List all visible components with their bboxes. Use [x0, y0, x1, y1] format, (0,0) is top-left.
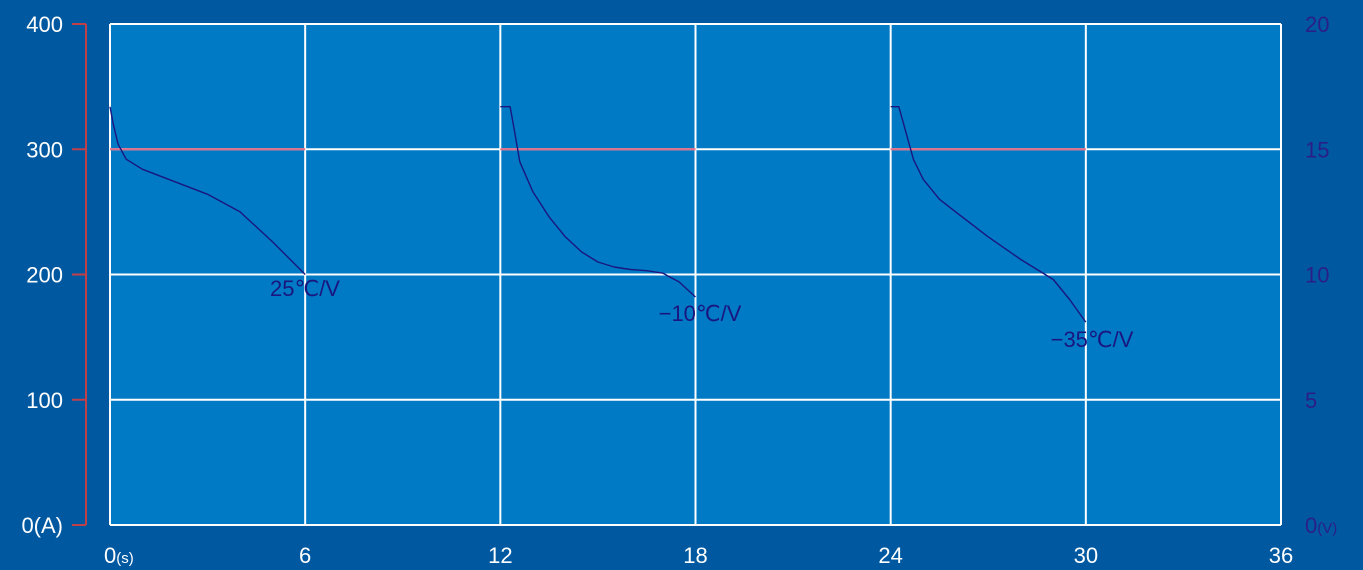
left-tick-label-4: 400	[26, 12, 63, 37]
x-tick-label-2: 12	[488, 543, 512, 568]
left-tick-label-1: 100	[26, 388, 63, 413]
left-tick-label-3: 300	[26, 137, 63, 162]
right-tick-label-4: 20	[1305, 12, 1329, 37]
voltage-curve-2	[890, 105, 1087, 323]
curve-label-0: 25℃/V	[270, 276, 340, 301]
series-group	[109, 105, 1087, 323]
curve-labels: 25℃/V −10℃/V −35℃/V	[270, 276, 1134, 352]
right-tick-label-2: 10	[1305, 263, 1329, 288]
x-axis: 0(s) 6 12 18 24 30 36	[104, 543, 1293, 568]
left-tick-label-0: 0(A)	[21, 513, 63, 538]
x-axis-unit: (s)	[116, 550, 134, 567]
voltage-curve-1	[500, 105, 696, 298]
left-axis: 0(A) 100 200 300 400	[21, 12, 87, 538]
x-tick-label-6: 36	[1269, 543, 1293, 568]
right-tick-label-1: 5	[1305, 388, 1317, 413]
curve-label-1: −10℃/V	[659, 301, 742, 326]
right-tick-label-3: 15	[1305, 137, 1329, 162]
curve-label-2: −35℃/V	[1051, 327, 1134, 352]
x-tick-label-4: 24	[878, 543, 902, 568]
x-tick-label-1: 6	[299, 543, 311, 568]
left-tick-label-2: 200	[26, 263, 63, 288]
right-axis-unit: (V)	[1317, 520, 1337, 537]
x-tick-label-3: 18	[683, 543, 707, 568]
x-tick-label-5: 30	[1074, 543, 1098, 568]
voltage-curve-0	[109, 106, 306, 275]
